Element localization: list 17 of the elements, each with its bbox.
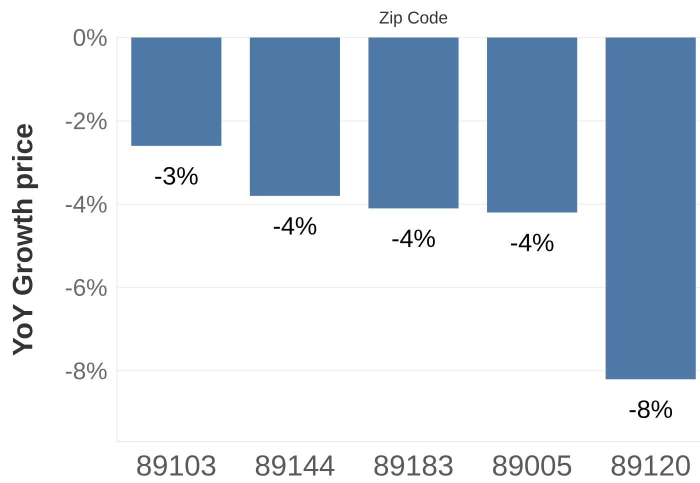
data-label: -4% [274,217,316,235]
y-axis-title: YoY Growth price [12,124,38,356]
data-label: -8% [630,400,672,418]
x-tick-label: 89005 [493,455,572,476]
y-tick-label: 0% [74,29,107,46]
x-tick-label: 89144 [256,455,334,476]
data-label: -3% [155,167,198,185]
data-label: -4% [510,234,554,252]
chart-title: Zip Code [380,11,448,27]
y-tick-label: -6% [66,279,107,296]
x-tick-label: 89103 [137,455,216,476]
data-label: -4% [392,230,435,248]
y-tick-label: -4% [66,196,107,213]
x-tick-label: 89120 [612,455,690,476]
y-tick-label: -2% [66,112,107,130]
y-tick-label: -8% [66,362,107,380]
x-tick-label: 89183 [374,455,453,476]
